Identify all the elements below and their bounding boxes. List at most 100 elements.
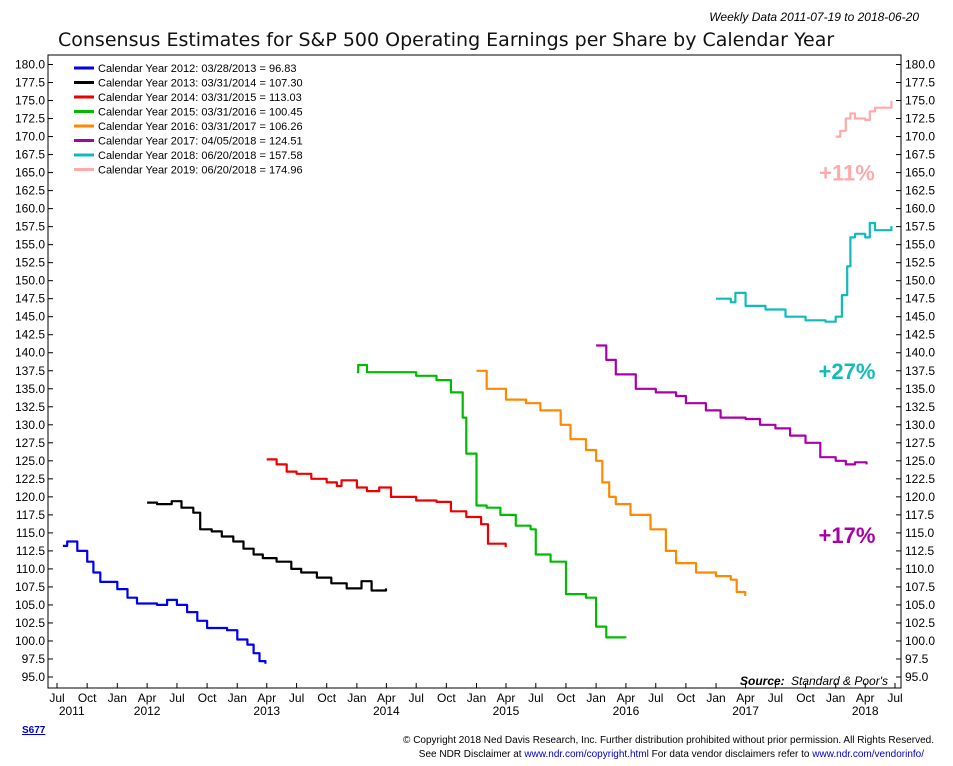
- legend-label: Calendar Year 2016: 03/31/2017 = 106.26: [98, 121, 303, 133]
- y-tick-label-left: 95.0: [22, 670, 46, 684]
- y-tick-label-left: 142.5: [15, 328, 45, 342]
- x-tick-label: Jan: [228, 691, 247, 705]
- y-tick-label-left: 115.0: [16, 526, 45, 540]
- y-tick-label-right: 100.0: [905, 634, 935, 648]
- source-label: Source:: [740, 674, 785, 688]
- y-tick-label-left: 120.0: [15, 490, 45, 504]
- y-tick-label-right: 140.0: [905, 346, 935, 360]
- legend-label: Calendar Year 2017: 04/05/2018 = 124.51: [98, 136, 303, 148]
- y-tick-label-right: 115.0: [905, 526, 934, 540]
- annotations: +11% +27% +17%: [819, 161, 876, 548]
- x-tick-label: Apr: [736, 691, 755, 705]
- y-tick-label-right: 150.0: [905, 274, 935, 288]
- y-tick-label-left: 135.0: [15, 382, 45, 396]
- y-tick-label-right: 180.0: [905, 58, 935, 72]
- x-tick-label: Jul: [169, 691, 184, 705]
- y-tick-label-right: 132.5: [905, 400, 935, 414]
- growth-annotation: +27%: [819, 359, 876, 384]
- y-tick-label-right: 155.0: [905, 238, 935, 252]
- y-tick-label-right: 177.5: [905, 76, 935, 90]
- x-tick-label: Apr: [617, 691, 636, 705]
- x-tick-label: Jan: [706, 691, 725, 705]
- y-tick-label-left: 162.5: [15, 184, 45, 198]
- y-tick-label-right: 127.5: [905, 436, 935, 450]
- x-tick-label: Jul: [528, 691, 543, 705]
- copyright-link[interactable]: www.ndr.com/copyright.html: [523, 749, 649, 760]
- series-line-2016: [476, 369, 747, 596]
- y-tick-label-left: 117.5: [16, 508, 45, 522]
- y-tick-label-left: 122.5: [15, 472, 45, 486]
- growth-annotation: +11%: [819, 161, 875, 186]
- x-tick-label: Jan: [826, 691, 845, 705]
- y-tick-label-left: 110.0: [16, 562, 45, 576]
- y-tick-label-left: 152.5: [15, 256, 45, 270]
- series-line-2018: [716, 221, 893, 323]
- y-tick-label-left: 165.0: [15, 166, 45, 180]
- legend-label: Calendar Year 2013: 03/31/2014 = 107.30: [98, 78, 303, 90]
- series-line-2013: [147, 500, 388, 592]
- y-tick-label-left: 125.0: [15, 454, 45, 468]
- y-tick-label-left: 167.5: [15, 148, 45, 162]
- y-tick-label-right: 172.5: [905, 112, 935, 126]
- x-year-label: 2012: [134, 704, 161, 718]
- chart-title: Consensus Estimates for S&P 500 Operatin…: [58, 29, 834, 51]
- x-year-label: 2015: [493, 704, 520, 718]
- y-axis-right: 180.0 177.5 175.0 172.5 170.0 167.5 165.0 162.5…: [896, 58, 935, 684]
- x-tick-label: Jan: [586, 691, 605, 705]
- chart-date-range: Weekly Data 2011-07-19 to 2018-06-20: [709, 10, 919, 24]
- y-tick-label-left: 170.0: [15, 130, 45, 144]
- legend-label: Calendar Year 2015: 03/31/2016 = 100.45: [98, 107, 303, 119]
- y-tick-label-right: 122.5: [905, 472, 935, 486]
- y-tick-label-left: 107.5: [15, 580, 45, 594]
- y-tick-label-left: 132.5: [15, 400, 45, 414]
- plot-frame: [47, 54, 902, 689]
- x-tick-label: Oct: [317, 691, 336, 705]
- series-line-2012: [62, 540, 267, 664]
- y-tick-label-right: 175.0: [905, 94, 935, 108]
- y-tick-label-left: 145.0: [15, 310, 45, 324]
- vendorinfo-link[interactable]: www.ndr.com/vendorinfo/: [811, 749, 924, 760]
- x-year-label: 2011: [59, 704, 85, 718]
- x-tick-label: Jul: [887, 691, 902, 705]
- y-tick-label-left: 177.5: [15, 76, 45, 90]
- y-tick-label-left: 157.5: [15, 220, 45, 234]
- y-tick-label-right: 137.5: [905, 364, 935, 378]
- x-tick-label: Jan: [347, 691, 366, 705]
- x-tick-label: Apr: [257, 691, 276, 705]
- y-tick-label-right: 160.0: [905, 202, 935, 216]
- y-tick-label-right: 107.5: [905, 580, 935, 594]
- series-group: [62, 100, 893, 664]
- legend-label: Calendar Year 2012: 03/28/2013 = 96.83: [98, 63, 296, 75]
- y-tick-label-left: 155.0: [15, 238, 45, 252]
- legend-label: Calendar Year 2019: 06/20/2018 = 174.96: [98, 165, 303, 177]
- x-year-label: 2016: [613, 704, 640, 718]
- x-year-label: 2014: [373, 704, 400, 718]
- y-tick-label-left: 112.5: [16, 544, 45, 558]
- y-tick-label-left: 137.5: [15, 364, 45, 378]
- y-tick-label-right: 167.5: [905, 148, 935, 162]
- x-year-label: 2017: [732, 704, 759, 718]
- x-tick-label: Jul: [768, 691, 783, 705]
- disclaimer-prefix: See NDR Disclaimer at: [419, 749, 525, 760]
- x-tick-label: Oct: [796, 691, 815, 705]
- x-tick-label: Oct: [78, 691, 97, 705]
- y-tick-label-left: 100.0: [15, 634, 45, 648]
- y-tick-label-left: 105.0: [15, 598, 45, 612]
- chart-code-link[interactable]: S677: [22, 725, 46, 736]
- y-tick-label-left: 160.0: [15, 202, 45, 216]
- legend: Calendar Year 2012: 03/28/2013 = 96.83 Ca…: [74, 63, 303, 177]
- y-tick-label-right: 152.5: [905, 256, 935, 270]
- y-tick-label-right: 135.0: [905, 382, 935, 396]
- y-tick-label-right: 120.0: [905, 490, 935, 504]
- y-tick-label-left: 127.5: [15, 436, 45, 450]
- y-tick-label-right: 110.0: [905, 562, 934, 576]
- x-tick-label: Jan: [467, 691, 486, 705]
- y-tick-label-right: 162.5: [905, 184, 935, 198]
- x-tick-label: Oct: [198, 691, 217, 705]
- y-tick-label-right: 112.5: [905, 544, 934, 558]
- x-tick-label: Jan: [108, 691, 127, 705]
- series-line-2015: [356, 363, 627, 639]
- x-tick-label: Apr: [856, 691, 875, 705]
- series-line-2019: [835, 100, 893, 138]
- y-tick-label-right: 95.0: [905, 670, 929, 684]
